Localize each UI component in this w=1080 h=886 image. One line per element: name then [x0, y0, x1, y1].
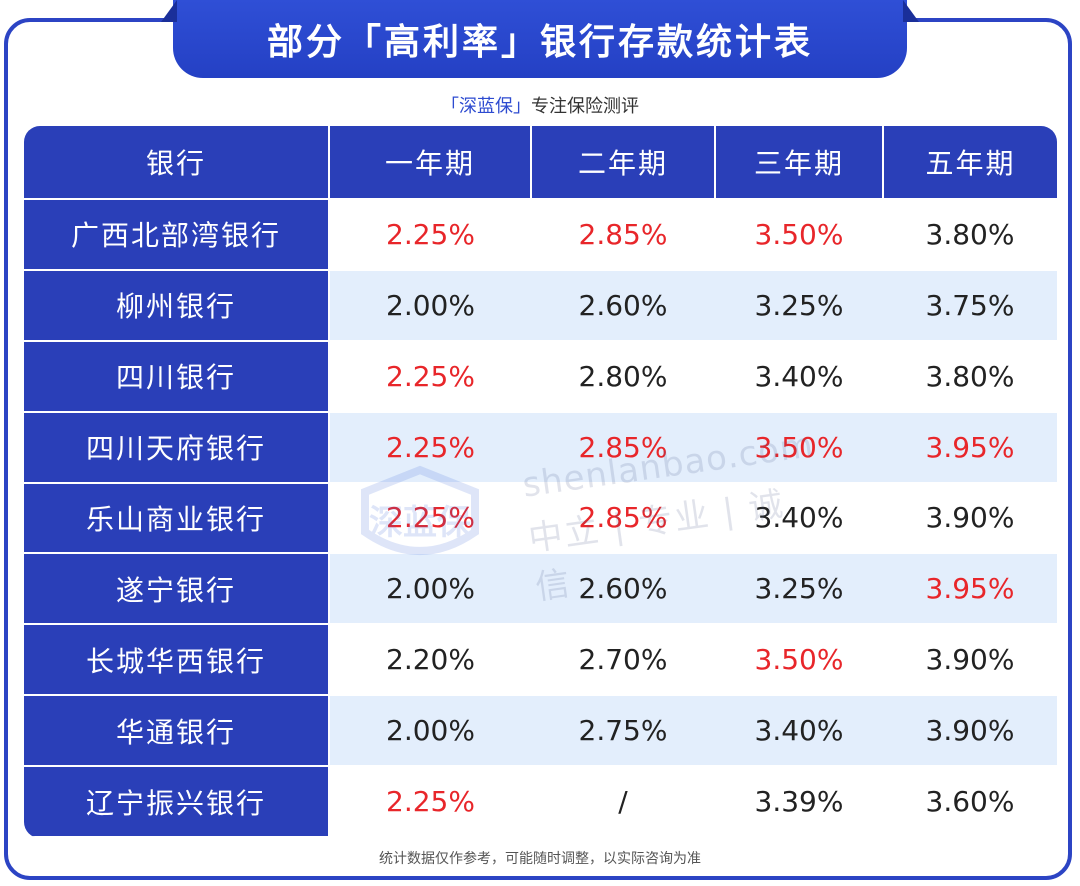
rate-cell: 3.75% [883, 269, 1057, 342]
footnote: 统计数据仅作参考，可能随时调整，以实际咨询为准 [379, 851, 701, 867]
rate-cell: 2.85% [531, 482, 715, 555]
header-3-year: 三年期 [715, 126, 884, 200]
bank-name-cell: 广西北部湾银行 [24, 199, 330, 271]
rate-cell: 3.40% [715, 482, 883, 555]
table-row: 乐山商业银行 2.25% 2.85% 3.40% 3.90% [24, 482, 1057, 555]
rate-cell: 3.80% [883, 340, 1057, 413]
bank-name-cell: 遂宁银行 [24, 553, 330, 626]
rate-cell: / [531, 766, 715, 838]
rate-cell: 3.39% [715, 766, 883, 838]
table-row: 柳州银行 2.00% 2.60% 3.25% 3.75% [24, 269, 1057, 342]
rate-cell: 3.25% [715, 553, 883, 626]
bank-name-cell: 辽宁振兴银行 [24, 766, 330, 838]
rate-cell: 3.90% [883, 624, 1057, 697]
rate-cell: 2.85% [531, 411, 715, 484]
rate-cell: 3.80% [883, 199, 1057, 271]
rate-cell: 3.90% [883, 482, 1057, 555]
rate-cell: 2.25% [329, 766, 531, 838]
title-banner: 部分「高利率」银行存款统计表 [173, 0, 907, 78]
rate-cell: 2.25% [329, 411, 531, 484]
bank-name-cell: 乐山商业银行 [24, 482, 330, 555]
bank-name-cell: 华通银行 [24, 695, 330, 767]
rate-cell: 2.25% [329, 199, 531, 271]
rate-cell: 3.50% [715, 624, 883, 697]
table-row: 广西北部湾银行 2.25% 2.85% 3.50% 3.80% [24, 199, 1057, 271]
rate-cell: 2.60% [531, 553, 715, 626]
rate-cell: 3.95% [883, 553, 1057, 626]
brand-tagline: 专注保险测评 [531, 96, 639, 117]
rate-cell: 3.40% [715, 340, 883, 413]
rate-cell: 3.40% [715, 695, 883, 767]
bank-name-cell: 四川天府银行 [24, 411, 330, 484]
table-row: 四川银行 2.25% 2.80% 3.40% 3.80% [24, 340, 1057, 413]
rates-table-container: 银行 一年期 二年期 三年期 五年期 广西北部湾银行 2.25% 2.85% 3.50… [24, 126, 1057, 838]
rate-cell: 3.60% [883, 766, 1057, 838]
table-row: 华通银行 2.00% 2.75% 3.40% 3.90% [24, 695, 1057, 767]
bank-name-cell: 柳州银行 [24, 269, 330, 342]
rate-cell: 3.50% [715, 411, 883, 484]
table-row: 辽宁振兴银行 2.25%/3.39% 3.60% [24, 766, 1057, 838]
rate-cell: 3.50% [715, 199, 883, 271]
rate-cell: 2.75% [531, 695, 715, 767]
rate-cell: 2.60% [531, 269, 715, 342]
header-5-year: 五年期 [883, 126, 1057, 200]
rate-cell: 2.25% [329, 482, 531, 555]
rate-cell: 2.80% [531, 340, 715, 413]
rate-cell: 2.25% [329, 340, 531, 413]
rate-cell: 2.85% [531, 199, 715, 271]
header-2-year: 二年期 [531, 126, 716, 200]
rate-cell: 3.90% [883, 695, 1057, 767]
header-1-year: 一年期 [329, 126, 532, 200]
table-body: 广西北部湾银行 2.25% 2.85% 3.50% 3.80% 柳州银行 2.00% 2.60… [24, 199, 1057, 838]
table-row: 四川天府银行 2.25% 2.85% 3.50% 3.95% [24, 411, 1057, 484]
rate-cell: 2.20% [329, 624, 531, 697]
rate-cell: 2.00% [329, 553, 531, 626]
rates-table: 银行 一年期 二年期 三年期 五年期 广西北部湾银行 2.25% 2.85% 3.50… [24, 126, 1057, 838]
page-title: 部分「高利率」银行存款统计表 [266, 22, 813, 63]
header-bank: 银行 [24, 126, 330, 200]
rate-cell: 3.25% [715, 269, 883, 342]
subtitle: 「深蓝保」专注保险测评 [0, 92, 1080, 118]
rate-cell: 2.70% [531, 624, 715, 697]
rate-cell: 3.95% [883, 411, 1057, 484]
rate-cell: 2.00% [329, 695, 531, 767]
rate-cell: 2.00% [329, 269, 531, 342]
bank-name-cell: 长城华西银行 [24, 624, 330, 697]
table-row: 长城华西银行 2.20% 2.70% 3.50% 3.90% [24, 624, 1057, 697]
brand-name: 「深蓝保」 [441, 96, 531, 117]
bank-name-cell: 四川银行 [24, 340, 330, 413]
table-header-row: 银行 一年期 二年期 三年期 五年期 [24, 126, 1057, 200]
table-row: 遂宁银行 2.00% 2.60% 3.25% 3.95% [24, 553, 1057, 626]
